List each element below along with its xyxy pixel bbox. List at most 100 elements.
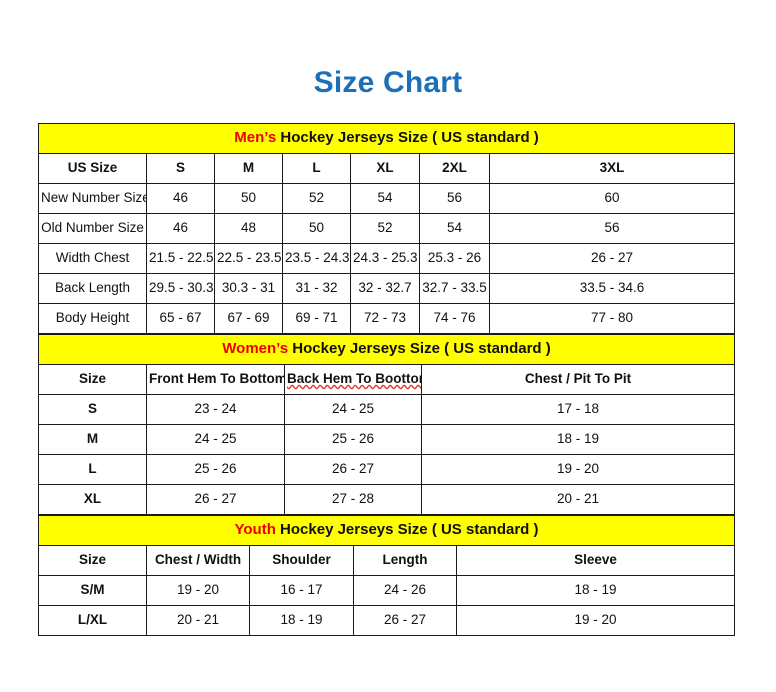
youth-row-1-label: L/XL — [38, 605, 147, 636]
youth-col-1: Chest / Width — [146, 545, 250, 576]
mens-row-4-cell-4: 74 - 76 — [419, 303, 490, 334]
womens-col-2: Back Hem To Boottom — [284, 364, 422, 395]
table-row: Body Height 65 - 67 67 - 69 69 - 71 72 -… — [38, 303, 736, 334]
womens-row-2-label: L — [38, 454, 147, 485]
youth-section-band: Youth Hockey Jerseys Size ( US standard … — [37, 515, 736, 546]
page-title-text: Size Chart — [313, 66, 463, 99]
size-chart-tables: Men’s Hockey Jerseys Size ( US standard … — [37, 123, 736, 636]
mens-col-3: L — [282, 153, 351, 184]
womens-row-1-cell-0: 24 - 25 — [146, 424, 285, 455]
womens-row-0-cell-0: 23 - 24 — [146, 394, 285, 425]
mens-row-3-cell-1: 30.3 - 31 — [214, 273, 283, 304]
womens-row-1-cell-2: 18 - 19 — [420, 424, 736, 455]
table-row: Back Length 29.5 - 30.3 30.3 - 31 31 - 3… — [38, 273, 736, 304]
mens-col-5: 2XL — [419, 153, 490, 184]
mens-band-rest: Hockey Jerseys Size ( US standard ) — [276, 129, 539, 147]
womens-row-3-cell-0: 26 - 27 — [146, 484, 285, 515]
youth-col-2: Shoulder — [249, 545, 354, 576]
mens-row-2-cell-0: 21.5 - 22.5 — [146, 243, 215, 274]
table-row: New Number Size 46 50 52 54 56 60 — [38, 183, 736, 214]
table-row: S 23 - 24 24 - 25 17 - 18 — [38, 394, 736, 425]
mens-band-row: Men’s Hockey Jerseys Size ( US standard … — [37, 123, 736, 154]
mens-band-accent: Men’s — [234, 129, 277, 147]
mens-row-4-cell-2: 69 - 71 — [282, 303, 351, 334]
mens-row-4-label: Body Height — [38, 303, 147, 334]
mens-row-2-cell-5: 26 - 27 — [488, 243, 736, 274]
table-row: L/XL 20 - 21 18 - 19 26 - 27 19 - 20 — [38, 605, 736, 636]
womens-row-3-label: XL — [38, 484, 147, 515]
youth-size-table: Youth Hockey Jerseys Size ( US standard … — [37, 515, 736, 636]
womens-header-row: Size Front Hem To Bottom Back Hem To Boo… — [38, 364, 736, 395]
table-row: XL 26 - 27 27 - 28 20 - 21 — [38, 484, 736, 515]
womens-section-band: Women’s Hockey Jerseys Size ( US standar… — [37, 334, 736, 365]
mens-row-0-label: New Number Size — [38, 183, 147, 214]
mens-row-1-cell-4: 54 — [419, 213, 490, 244]
mens-size-table: Men’s Hockey Jerseys Size ( US standard … — [37, 123, 736, 334]
youth-row-0-label: S/M — [38, 575, 147, 606]
youth-band-row: Youth Hockey Jerseys Size ( US standard … — [37, 515, 736, 546]
table-row: Width Chest 21.5 - 22.5 22.5 - 23.5 23.5… — [38, 243, 736, 274]
youth-col-3: Length — [353, 545, 457, 576]
mens-row-1-cell-5: 56 — [488, 213, 736, 244]
mens-col-0: US Size — [38, 153, 147, 184]
table-row: S/M 19 - 20 16 - 17 24 - 26 18 - 19 — [38, 575, 736, 606]
womens-band-row: Women’s Hockey Jerseys Size ( US standar… — [37, 334, 736, 365]
mens-header-row: US Size S M L XL 2XL 3XL — [38, 153, 736, 184]
mens-row-3-cell-3: 32 - 32.7 — [350, 273, 420, 304]
mens-row-1-cell-2: 50 — [282, 213, 351, 244]
page-title: Size Chart — [0, 66, 776, 100]
womens-col-2-text: Back Hem To Boottom — [287, 371, 422, 387]
womens-row-1-cell-1: 25 - 26 — [284, 424, 422, 455]
womens-row-1-label: M — [38, 424, 147, 455]
mens-row-0-cell-2: 52 — [282, 183, 351, 214]
mens-row-2-cell-1: 22.5 - 23.5 — [214, 243, 283, 274]
womens-band-rest: Hockey Jerseys Size ( US standard ) — [288, 340, 551, 358]
mens-section-band: Men’s Hockey Jerseys Size ( US standard … — [37, 123, 736, 154]
womens-size-table: Women’s Hockey Jerseys Size ( US standar… — [37, 334, 736, 515]
mens-row-0-cell-3: 54 — [350, 183, 420, 214]
mens-row-4-cell-5: 77 - 80 — [488, 303, 736, 334]
mens-row-4-cell-0: 65 - 67 — [146, 303, 215, 334]
mens-col-6: 3XL — [488, 153, 736, 184]
table-row: L 25 - 26 26 - 27 19 - 20 — [38, 454, 736, 485]
mens-col-4: XL — [350, 153, 420, 184]
womens-row-3-cell-2: 20 - 21 — [420, 484, 736, 515]
mens-row-2-cell-2: 23.5 - 24.3 — [282, 243, 351, 274]
mens-col-2: M — [214, 153, 283, 184]
mens-row-1-cell-0: 46 — [146, 213, 215, 244]
mens-row-0-cell-4: 56 — [419, 183, 490, 214]
youth-row-0-cell-3: 18 - 19 — [455, 575, 736, 606]
womens-row-2-cell-2: 19 - 20 — [420, 454, 736, 485]
youth-row-0-cell-1: 16 - 17 — [249, 575, 354, 606]
youth-row-1-cell-3: 19 - 20 — [455, 605, 736, 636]
mens-col-1: S — [146, 153, 215, 184]
mens-row-2-cell-3: 24.3 - 25.3 — [350, 243, 420, 274]
mens-row-1-label: Old Number Size — [38, 213, 147, 244]
womens-row-2-cell-0: 25 - 26 — [146, 454, 285, 485]
mens-row-0-cell-5: 60 — [488, 183, 736, 214]
womens-row-2-cell-1: 26 - 27 — [284, 454, 422, 485]
mens-row-1-cell-3: 52 — [350, 213, 420, 244]
mens-row-2-label: Width Chest — [38, 243, 147, 274]
mens-row-2-cell-4: 25.3 - 26 — [419, 243, 490, 274]
youth-header-row: Size Chest / Width Shoulder Length Sleev… — [38, 545, 736, 576]
mens-row-1-cell-1: 48 — [214, 213, 283, 244]
table-row: Old Number Size 46 48 50 52 54 56 — [38, 213, 736, 244]
mens-row-3-cell-4: 32.7 - 33.5 — [419, 273, 490, 304]
youth-band-rest: Hockey Jerseys Size ( US standard ) — [275, 521, 539, 539]
mens-row-4-cell-3: 72 - 73 — [350, 303, 420, 334]
womens-row-0-cell-2: 17 - 18 — [420, 394, 736, 425]
mens-row-3-label: Back Length — [38, 273, 147, 304]
youth-band-accent: Youth — [234, 521, 276, 539]
womens-col-3: Chest / Pit To Pit — [420, 364, 736, 395]
youth-row-0-cell-0: 19 - 20 — [146, 575, 250, 606]
youth-col-0: Size — [38, 545, 147, 576]
mens-row-0-cell-1: 50 — [214, 183, 283, 214]
womens-band-accent: Women’s — [222, 340, 289, 358]
womens-col-0: Size — [38, 364, 147, 395]
womens-row-0-cell-1: 24 - 25 — [284, 394, 422, 425]
womens-row-0-label: S — [38, 394, 147, 425]
table-row: M 24 - 25 25 - 26 18 - 19 — [38, 424, 736, 455]
youth-row-0-cell-2: 24 - 26 — [353, 575, 457, 606]
